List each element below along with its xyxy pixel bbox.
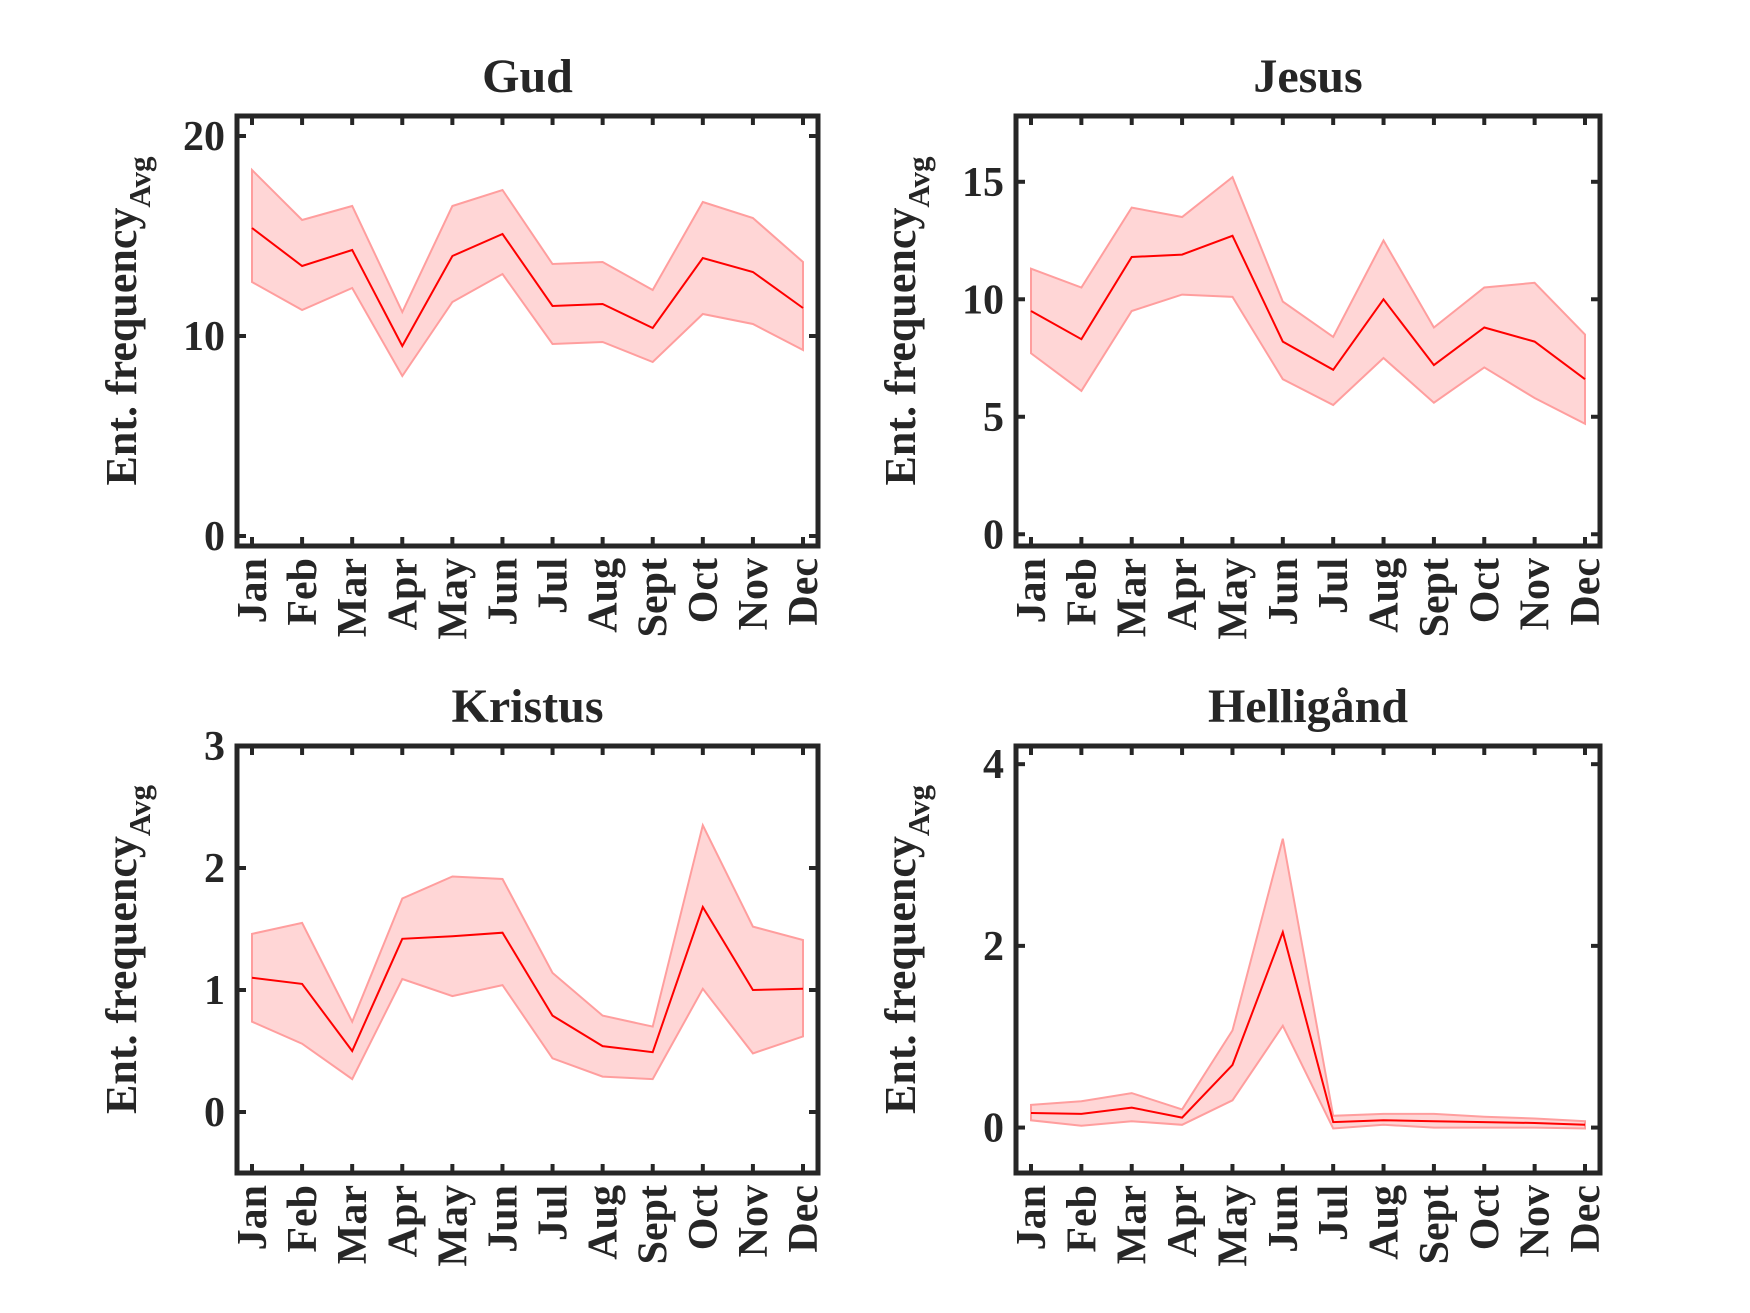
y-axis-label: Ent. frequencyAvg [97, 156, 157, 485]
y-axis-label-subscript: Avg [901, 785, 936, 837]
mean-line [1030, 928, 1586, 1126]
x-tick-label: May [1210, 1185, 1256, 1267]
panel-3: 0 1 2 3 Jan Feb Mar Apr May Jun Jul Aug Sept Oct Nov De… [97, 680, 827, 1267]
y-axis-label-subscript: Avg [901, 156, 936, 208]
y-tick-label: 10 [183, 314, 225, 360]
confidence-band [251, 167, 804, 378]
axes-box [234, 113, 821, 549]
y-axis-label-subscript: Avg [122, 156, 157, 208]
mean-line [1030, 234, 1586, 381]
x-tick-label: Dec [781, 558, 827, 626]
x-tick-label: Jul [1311, 1185, 1357, 1241]
x-tick-label: Jan [230, 1185, 276, 1250]
y-axis-label: Ent. frequencyAvg [876, 785, 936, 1114]
y-tick-label: 1 [204, 968, 225, 1014]
x-tick-label: Jul [1311, 558, 1357, 614]
y-tick-label: 0 [204, 514, 225, 560]
x-tick-label: Jan [1009, 558, 1055, 623]
x-tick-label: Jun [1261, 1185, 1307, 1253]
y-tick-label: 0 [983, 512, 1004, 558]
x-tick-label: Feb [280, 558, 326, 626]
x-tick-label: Feb [280, 1185, 326, 1253]
x-tick-label: Dec [1563, 558, 1609, 626]
x-tick-label: Dec [1563, 1185, 1609, 1253]
x-tick-label: Mar [330, 1185, 376, 1264]
x-tick-label: Jul [531, 1185, 577, 1241]
x-tick-label: Sept [1412, 1185, 1458, 1264]
x-tick-label: Nov [1513, 558, 1559, 630]
x-tick-label: Sept [631, 558, 677, 637]
y-tick-label: 15 [962, 160, 1004, 206]
x-tick-label: Nov [1513, 1185, 1559, 1257]
x-tick-label: Oct [681, 558, 727, 623]
x-tick-label: Aug [581, 1185, 627, 1260]
y-axis-label-subscript: Avg [122, 785, 157, 837]
x-tick-label: Feb [1059, 1185, 1105, 1253]
x-tick-label: Aug [581, 558, 627, 633]
y-tick-label: 2 [204, 846, 225, 892]
panel-title: Helligånd [1208, 680, 1408, 733]
x-tick-label: Apr [1160, 558, 1206, 630]
y-axis-label-main: Ent. frequency [876, 836, 925, 1114]
x-tick-label: Nov [731, 1185, 777, 1257]
y-tick-label: 20 [183, 114, 225, 160]
panel-title: Jesus [1253, 50, 1362, 103]
x-tick-label: Apr [380, 558, 426, 630]
x-tick-label: May [1210, 558, 1256, 640]
y-axis-label: Ent. frequencyAvg [97, 785, 157, 1114]
x-tick-label: Mar [1110, 1185, 1156, 1264]
y-tick-label: 5 [983, 395, 1004, 441]
x-tick-label: Nov [731, 558, 777, 630]
y-axis-label-main: Ent. frequency [876, 208, 925, 486]
x-tick-label: Aug [1362, 558, 1408, 633]
axes-box [234, 743, 821, 1176]
x-tick-label: Jan [230, 558, 276, 623]
x-tick-label: Mar [1110, 558, 1156, 637]
x-tick-label: Jun [480, 1185, 526, 1253]
x-tick-label: Jun [480, 558, 526, 626]
x-tick-label: May [430, 558, 476, 640]
y-axis-label-main: Ent. frequency [97, 836, 146, 1114]
x-tick-label: Apr [1160, 1185, 1206, 1257]
x-tick-label: Oct [1462, 1185, 1508, 1250]
x-tick-label: Feb [1059, 558, 1105, 626]
y-tick-label: 10 [962, 277, 1004, 323]
x-tick-label: Sept [631, 1185, 677, 1264]
axes-box [1013, 113, 1603, 549]
x-tick-label: Sept [1412, 558, 1458, 637]
panel-1: 0 10 20 Jan Feb Mar Apr May Jun Jul Aug Sept Oct Nov D… [97, 50, 827, 640]
mean-line [251, 904, 804, 1054]
confidence-band [1030, 838, 1586, 1130]
y-tick-label: 0 [204, 1090, 225, 1136]
x-tick-label: Jun [1261, 558, 1307, 626]
mean-line [251, 227, 804, 349]
y-tick-label: 4 [983, 742, 1004, 788]
y-axis-label: Ent. frequencyAvg [876, 156, 936, 485]
panel-2: 0 5 10 15 Jan Feb Mar Apr May Jun Jul Aug Sept Oct Nov… [876, 50, 1609, 640]
x-tick-label: Oct [1462, 558, 1508, 623]
axes-box [1013, 743, 1603, 1176]
x-tick-label: Aug [1362, 1185, 1408, 1260]
panel-4: 0 2 4 Jan Feb Mar Apr May Jun Jul Aug Sept Oct Nov Dec… [876, 680, 1609, 1267]
x-tick-label: May [430, 1185, 476, 1267]
x-tick-label: Apr [380, 1185, 426, 1257]
panel-title: Kristus [451, 680, 603, 733]
y-axis-label-main: Ent. frequency [97, 208, 146, 486]
y-tick-label: 2 [983, 924, 1004, 970]
x-tick-label: Mar [330, 558, 376, 637]
panel-title: Gud [482, 50, 573, 103]
y-tick-label: 0 [983, 1106, 1004, 1152]
x-tick-label: Jan [1009, 1185, 1055, 1250]
y-tick-label: 3 [204, 724, 225, 770]
confidence-band [1030, 175, 1586, 426]
x-tick-label: Jul [531, 558, 577, 614]
x-tick-label: Dec [781, 1185, 827, 1253]
x-tick-label: Oct [681, 1185, 727, 1250]
